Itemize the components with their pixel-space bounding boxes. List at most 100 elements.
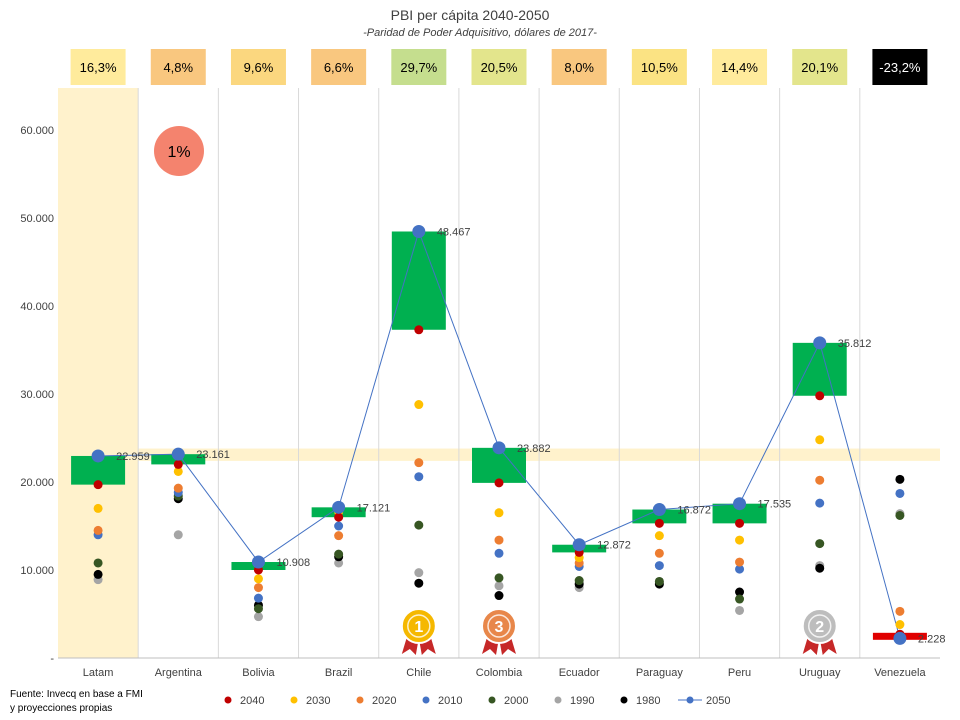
point-2050-chile [412, 224, 426, 238]
point-1980-peru [735, 587, 745, 597]
data-label-2050-peru: 17.535 [758, 499, 792, 511]
point-1990-peru [735, 605, 745, 615]
point-2030-peru [735, 535, 745, 545]
point-2000-uruguay [815, 539, 825, 549]
y-tick-label: - [50, 653, 54, 665]
range-bar-chile [391, 231, 446, 330]
point-2050-brazil [332, 500, 346, 514]
legend-label-2000: 2000 [504, 695, 528, 707]
medal-inner-ring [407, 614, 431, 638]
x-tick-label-venezuela: Venezuela [874, 667, 926, 679]
legend-marker-2050 [686, 696, 694, 704]
point-2040-brazil [334, 512, 344, 522]
point-2000-peru [735, 594, 745, 604]
legend-label-1980: 1980 [636, 695, 660, 707]
point-2050-paraguay [652, 503, 666, 517]
share-badge-circle [154, 126, 204, 176]
data-label-2050-uruguay: 35.812 [838, 338, 872, 350]
range-bar-peru [712, 503, 767, 524]
growth-label-paraguay: 10,5% [641, 60, 678, 75]
growth-box-brazil [311, 49, 367, 85]
legend-label-2020: 2020 [372, 695, 396, 707]
legend-marker-2020 [356, 696, 364, 704]
medal-disc [481, 608, 517, 644]
medal-inner-ring [807, 614, 832, 638]
point-2000-chile [414, 520, 424, 530]
data-label-2050-brazil: 17.121 [357, 502, 391, 514]
medal-colombia: 3 [481, 608, 517, 655]
legend-item-2010: 2010 [422, 695, 462, 707]
point-1990-brazil [334, 558, 344, 568]
growth-label-ecuador: 8,0% [564, 60, 594, 75]
point-2020-brazil [334, 531, 344, 541]
point-2050-venezuela [893, 631, 907, 645]
point-2000-ecuador [574, 576, 584, 586]
data-label-2050-venezuela: 2.228 [918, 633, 946, 645]
point-2000-brazil [334, 549, 344, 559]
y-tick-label: 40.000 [20, 301, 54, 313]
medal-disc [400, 608, 437, 644]
y-tick-label: 60.000 [20, 125, 54, 137]
point-2020-peru [735, 557, 745, 567]
growth-label-uruguay: 20,1% [801, 60, 838, 75]
share-badge: 1% [154, 126, 204, 176]
x-tick-label-uruguay: Uruguay [799, 667, 841, 679]
x-tick-label-argentina: Argentina [155, 667, 203, 679]
legend-item-2000: 2000 [488, 695, 528, 707]
x-tick-label-peru: Peru [728, 667, 751, 679]
point-2020-uruguay [815, 475, 825, 485]
growth-label-argentina: 4,8% [163, 60, 193, 75]
point-2010-brazil [334, 521, 344, 531]
data-labels: 22.959 23.161 10.908 17.121 48.467 23.882 12.8… [116, 226, 945, 645]
data-label-2050-bolivia: 10.908 [276, 557, 310, 569]
x-tick-label-latam: Latam [83, 667, 114, 679]
data-label-2050-paraguay: 16.872 [677, 505, 711, 517]
medals: 1 3 2 [400, 608, 838, 655]
growth-label-bolivia: 9,6% [244, 60, 274, 75]
legend-item-1990: 1990 [554, 695, 594, 707]
data-label-2050-colombia: 23.882 [517, 443, 551, 455]
point-2000-colombia [494, 573, 504, 583]
legend-marker-2030 [290, 696, 298, 704]
medal-place-label: 1 [414, 619, 423, 636]
point-2010-bolivia [253, 593, 263, 603]
legend-item-2040: 2040 [224, 695, 264, 707]
point-1980-venezuela [895, 474, 905, 484]
x-tick-label-bolivia: Bolivia [242, 667, 275, 679]
legend-marker-1980 [620, 696, 628, 704]
growth-label-brazil: 6,6% [324, 60, 354, 75]
legend-label-2030: 2030 [306, 695, 330, 707]
x-tick-label-ecuador: Ecuador [559, 667, 600, 679]
point-1980-latam [93, 569, 103, 579]
legend: 2040 2030 2020 2010 2000 1990 1980 2050 [224, 695, 730, 707]
medal-disc [801, 608, 838, 644]
point-2050-colombia [492, 441, 506, 455]
point-2050-bolivia [251, 555, 265, 569]
gridlines [137, 88, 861, 658]
legend-marker-2000 [488, 696, 496, 704]
medal-uruguay: 2 [801, 608, 838, 655]
point-2050-latam [91, 449, 105, 463]
data-label-2050-chile: 48.467 [437, 226, 471, 238]
growth-box-bolivia [230, 49, 286, 85]
point-2040-argentina [173, 459, 183, 469]
x-tick-label-brazil: Brazil [325, 667, 353, 679]
x-tick-label-paraguay: Paraguay [636, 667, 684, 679]
source-note-line2: y proyecciones propias [10, 703, 112, 714]
chart-title: PBI per cápita 2040-2050 [391, 7, 550, 23]
point-2020-paraguay [654, 548, 664, 558]
growth-box-colombia [471, 49, 527, 85]
medal-place-label: 2 [815, 619, 824, 636]
point-2030-paraguay [654, 531, 664, 541]
legend-marker-2040 [224, 696, 232, 704]
point-2000-paraguay [654, 576, 664, 586]
point-2030-latam [93, 503, 103, 513]
point-2020-argentina [173, 483, 183, 493]
growth-box-chile [391, 49, 447, 85]
point-1990-chile [414, 568, 424, 578]
point-1990-bolivia [253, 612, 263, 622]
growth-box-venezuela [872, 49, 928, 85]
legend-item-2020: 2020 [356, 695, 396, 707]
point-2050-peru [733, 497, 747, 511]
